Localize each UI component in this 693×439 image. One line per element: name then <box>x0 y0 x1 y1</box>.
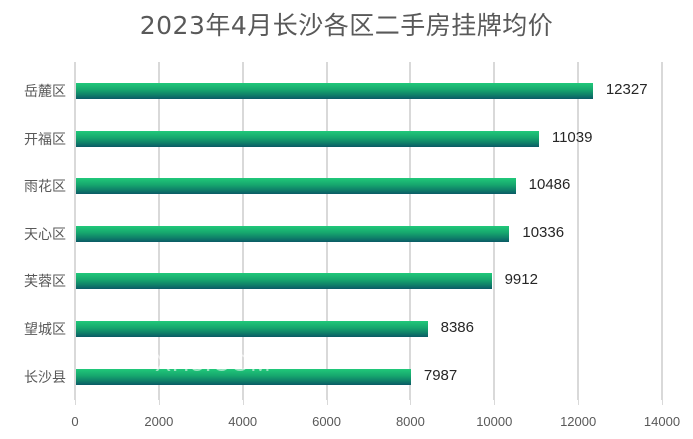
bar <box>76 321 428 337</box>
category-label: 芙蓉区 <box>24 274 66 291</box>
data-label: 10486 <box>528 176 571 194</box>
bar <box>76 178 516 195</box>
category-label: 天心区 <box>24 226 66 243</box>
category-label: 望城区 <box>24 322 66 338</box>
data-label: 11039 <box>551 128 593 146</box>
x-tick-label: 4000 <box>228 414 258 429</box>
data-label: 12327 <box>605 81 648 98</box>
bar <box>76 130 539 147</box>
x-tick-label: 0 <box>71 414 79 429</box>
x-tick <box>494 400 496 405</box>
data-label: 9912 <box>504 271 538 289</box>
data-label: 8386 <box>440 319 474 336</box>
x-tick <box>662 400 663 405</box>
x-tick-label: 12000 <box>560 414 597 429</box>
x-tick-label: 10000 <box>476 414 513 429</box>
chart-title: 2023年4月长沙各区二手房挂牌均价 <box>139 11 554 40</box>
x-tick <box>158 400 160 405</box>
category-label: 长沙县 <box>24 369 66 386</box>
category-label: 岳麓区 <box>24 84 66 100</box>
x-tick-label: 6000 <box>312 414 342 429</box>
x-tick-label: 2000 <box>144 414 174 429</box>
gridline <box>661 62 663 400</box>
bar <box>76 225 510 242</box>
bar <box>76 368 411 385</box>
gridline <box>577 62 580 400</box>
bar <box>76 83 593 99</box>
data-label: 10336 <box>522 223 565 241</box>
gridline <box>74 62 76 400</box>
x-tick <box>410 400 412 405</box>
x-tick <box>75 400 76 405</box>
category-label: 开福区 <box>24 131 66 148</box>
x-tick-label: 14000 <box>643 414 681 429</box>
category-label: 雨花区 <box>24 179 66 196</box>
x-tick <box>242 400 244 405</box>
data-label: 7987 <box>423 366 458 384</box>
x-tick <box>326 400 328 405</box>
bar <box>76 273 492 290</box>
x-tick-label: 8000 <box>395 414 425 429</box>
x-tick <box>578 400 580 405</box>
